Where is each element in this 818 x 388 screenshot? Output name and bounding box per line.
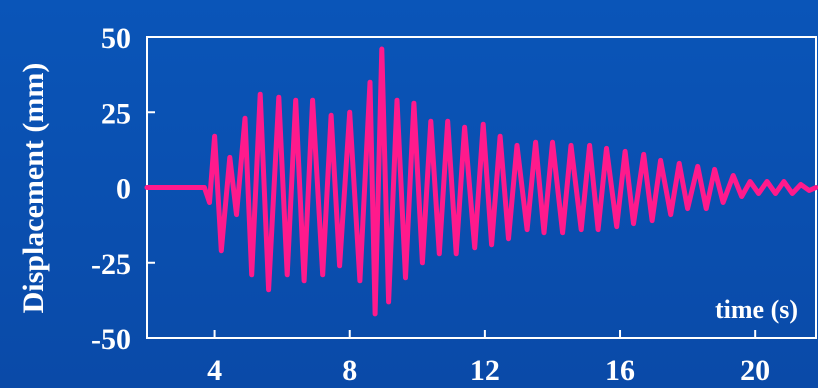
labels-layer: 50 25 0 -25 -50 4 8 12 16 20 time (s) Displacement … [17, 22, 798, 387]
y-tick-label: 25 [101, 97, 131, 130]
series-layer [144, 46, 818, 317]
x-tick-label: 4 [207, 354, 222, 387]
x-tick-label: 20 [740, 354, 770, 387]
series-line-0 [144, 46, 818, 317]
y-tick-label: 50 [101, 22, 131, 55]
y-tick-label: 0 [116, 173, 131, 206]
y-tick-label: -50 [91, 323, 131, 356]
x-tick-label: 8 [342, 354, 357, 387]
x-tick-label: 12 [470, 354, 500, 387]
x-axis-label: time (s) [715, 295, 798, 324]
y-tick-label: -25 [91, 248, 131, 281]
x-tick-label: 16 [605, 354, 635, 387]
y-axis-label: Displacement (mm) [17, 63, 50, 314]
